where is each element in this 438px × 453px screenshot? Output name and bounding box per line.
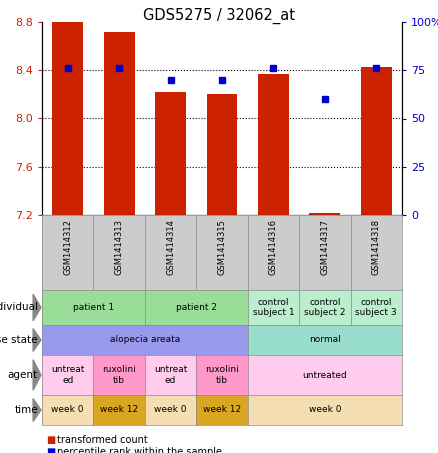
Text: alopecia areata: alopecia areata [110, 336, 180, 344]
Text: ruxolini
tib: ruxolini tib [205, 365, 239, 385]
Text: normal: normal [309, 336, 341, 344]
Text: control
subject 1: control subject 1 [253, 298, 294, 317]
Text: disease state: disease state [0, 335, 38, 345]
Bar [361, 67, 392, 215]
Text: patient 1: patient 1 [73, 303, 114, 312]
Text: untreat
ed: untreat ed [154, 365, 187, 385]
Text: untreat
ed: untreat ed [51, 365, 85, 385]
Text: agent: agent [8, 370, 38, 380]
Text: time: time [14, 405, 38, 415]
Bar [258, 74, 289, 215]
Text: week 12: week 12 [100, 405, 138, 414]
Text: week 0: week 0 [309, 405, 341, 414]
Text: individual: individual [0, 303, 38, 313]
Bar [309, 212, 340, 215]
Text: ruxolini
tib: ruxolini tib [102, 365, 136, 385]
Text: GSM1414312: GSM1414312 [63, 219, 72, 275]
Text: control
subject 3: control subject 3 [356, 298, 397, 317]
Text: GSM1414315: GSM1414315 [218, 219, 226, 275]
Text: ■: ■ [46, 435, 55, 445]
Text: control
subject 2: control subject 2 [304, 298, 346, 317]
Text: GSM1414313: GSM1414313 [115, 219, 124, 275]
Text: transformed count: transformed count [57, 435, 148, 445]
Text: ■: ■ [46, 447, 55, 453]
Text: percentile rank within the sample: percentile rank within the sample [57, 447, 222, 453]
Text: GSM1414314: GSM1414314 [166, 219, 175, 275]
Text: untreated: untreated [303, 371, 347, 380]
Bar [104, 32, 134, 215]
Text: week 0: week 0 [154, 405, 187, 414]
Bar [207, 94, 237, 215]
Text: GSM1414317: GSM1414317 [320, 219, 329, 275]
Text: patient 2: patient 2 [176, 303, 217, 312]
Text: week 0: week 0 [51, 405, 84, 414]
Bar [155, 92, 186, 215]
Bar [52, 22, 83, 215]
Text: week 12: week 12 [203, 405, 241, 414]
Text: GSM1414318: GSM1414318 [372, 219, 381, 275]
Text: GSM1414316: GSM1414316 [269, 219, 278, 275]
Text: GDS5275 / 32062_at: GDS5275 / 32062_at [143, 8, 295, 24]
